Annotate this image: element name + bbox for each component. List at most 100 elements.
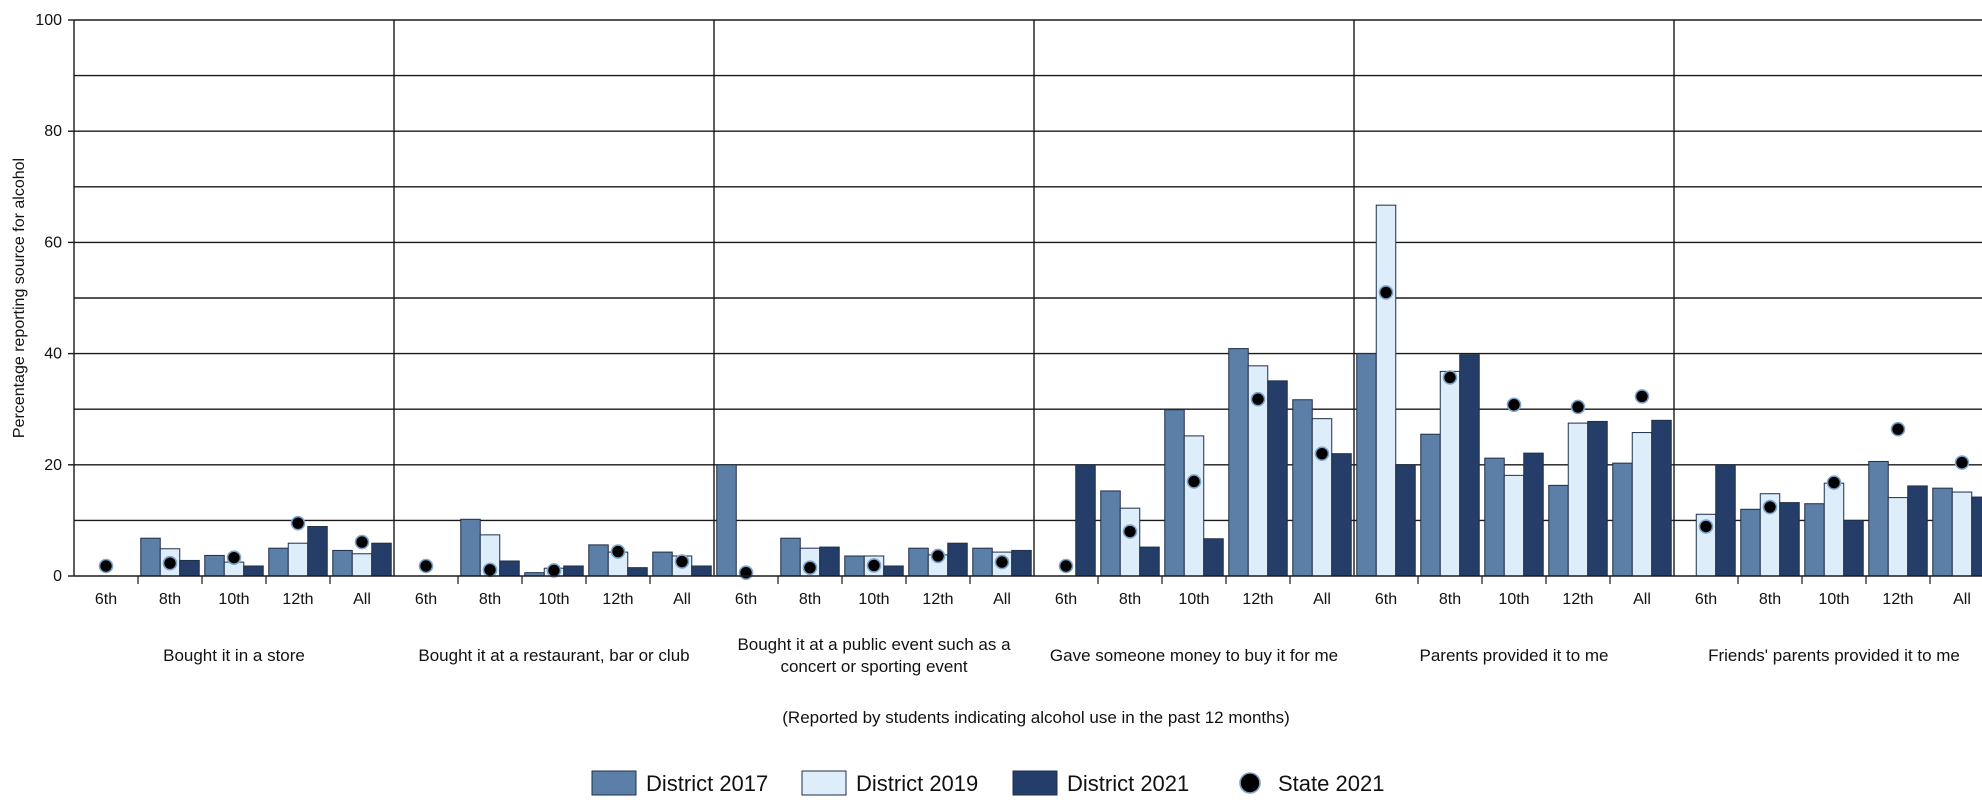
bar-district-2017 [332,549,353,577]
x-tick-label: 12th [922,591,953,608]
bar-district-2021 [1459,354,1480,577]
bars-layer [140,204,1982,577]
state-2021-marker [546,563,562,578]
legend-label: District 2021 [1067,771,1189,796]
x-tick-label: 6th [415,591,437,608]
bar-district-2017 [1100,490,1121,577]
bar-district-2021 [1971,496,1982,577]
legend: District 2017 District 2019 District 2021 S… [591,770,1384,796]
y-tick-label: 40 [44,346,62,363]
bar-district-2019 [1823,482,1845,577]
bar-district-2017 [1356,353,1377,577]
bar-district-2021 [883,565,904,577]
bar-district-2021 [499,560,520,577]
bar-district-2017 [1484,457,1505,577]
x-tick-label: 6th [1695,591,1717,608]
legend-swatch-district-2019 [801,770,847,796]
bar-district-2021 [1011,549,1032,577]
category-label: Bought it at a public event such as a [737,635,1011,654]
category-label: concert or sporting event [780,657,967,676]
x-tick-label: 6th [1375,591,1397,608]
bar-district-2021 [1395,464,1416,577]
bar-district-2019 [1887,497,1909,577]
x-tick-label: All [673,591,691,608]
bar-district-2021 [1267,380,1288,577]
y-tick-label: 100 [35,12,62,29]
dots-layer [98,285,1970,580]
bar-district-2021 [1779,502,1800,577]
y-tick-label: 60 [44,234,62,251]
bar-district-2017 [1612,462,1633,577]
state-2021-marker [162,555,178,571]
bar-district-2021 [1651,419,1672,577]
bar-district-2021 [947,542,968,577]
chart-note: (Reported by students indicating alcohol… [782,708,1289,727]
state-2021-marker [482,562,498,578]
legend-label: District 2017 [646,771,768,796]
x-tick-label: 8th [159,591,181,608]
bar-district-2021 [307,526,328,577]
bar-district-2017 [460,518,481,577]
axes-layer [68,19,1982,584]
bar-district-2021 [627,567,648,577]
bar-district-2021 [371,542,392,577]
bar-district-2017 [1804,503,1825,577]
category-label: Friends' parents provided it to me [1708,646,1960,665]
category-label: Bought it in a store [163,646,305,665]
state-2021-marker [1570,399,1586,415]
bar-district-2021 [1331,453,1352,577]
legend-swatch-district-2021 [1012,770,1058,796]
bar-district-2021 [179,559,200,577]
state-2021-marker [674,554,690,569]
x-tick-label: All [1313,591,1331,608]
state-2021-marker [1506,397,1522,413]
bar-district-2017 [588,544,609,577]
bar-district-2021 [563,565,584,577]
x-tick-label: All [1633,591,1651,608]
x-tick-label: 8th [799,591,821,608]
state-2021-marker [866,558,882,573]
bar-district-2017 [652,551,673,577]
x-tick-label: 8th [1439,591,1461,608]
category-label: Parents provided it to me [1420,646,1609,665]
legend-label: State 2021 [1278,771,1384,796]
x-tick-label: 6th [95,591,117,608]
x-tick-label: 12th [1242,591,1273,608]
bar-district-2017 [1228,348,1249,577]
bar-district-2021 [1139,546,1160,577]
x-tick-label: 10th [1178,591,1209,608]
bar-district-2021 [1907,485,1928,577]
bar-district-2019 [1631,432,1653,577]
state-2021-marker [226,550,242,565]
x-tick-label: 10th [1818,591,1849,608]
bar-district-2019 [1503,474,1525,577]
legend-label: District 2019 [856,771,978,796]
x-tick-label: 12th [1562,591,1593,608]
bar-district-2017 [1740,508,1761,577]
x-tick-label: 6th [735,591,757,608]
x-tick-label: 12th [602,591,633,608]
x-tick-label: 10th [858,591,889,608]
bar-district-2021 [1523,452,1544,577]
x-tick-label: 10th [1498,591,1529,608]
state-2021-marker [1378,285,1394,300]
x-tick-label: 12th [1882,591,1913,608]
state-2021-marker [1826,475,1842,490]
bar-district-2017 [716,464,737,577]
state-2021-marker [1634,389,1650,404]
bar-district-2017 [140,537,161,577]
x-tick-label: 8th [1119,591,1141,608]
bar-district-2019 [1119,507,1141,577]
category-label: Bought it at a restaurant, bar or club [418,646,689,665]
bar-district-2017 [204,554,225,577]
bar-district-2017 [844,555,865,577]
bar-district-2017 [1548,484,1569,577]
x-tick-label: All [993,591,1011,608]
bar-district-2021 [691,565,712,577]
bar-district-2021 [1203,538,1224,577]
state-2021-marker [610,544,626,559]
bar-district-2019 [1311,418,1333,577]
bar-district-2019 [1567,422,1589,577]
bar-district-2017 [972,547,993,577]
